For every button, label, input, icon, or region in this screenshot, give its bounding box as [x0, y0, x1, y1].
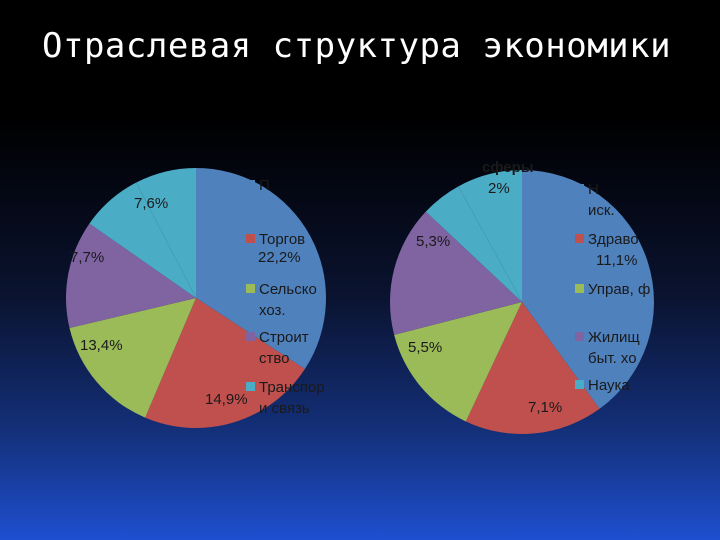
- pie2-slice-3: [394, 302, 522, 422]
- pie1-slice-1: [196, 168, 327, 370]
- pie1-data-label-2: 22,2%: [258, 249, 301, 266]
- pie1-legend-label-5: Транспор: [259, 379, 325, 396]
- pie2-title: сферы: [482, 159, 534, 176]
- pie1-legend-swatch-4: [246, 332, 255, 341]
- pie2-legend-swatch-4: [575, 332, 584, 341]
- pie1-slice-5: [89, 182, 196, 298]
- pie1-legend-label-3-line2: хоз.: [259, 302, 286, 319]
- pie1-legend-label-2: Торгов: [259, 231, 305, 248]
- pie2-data-label-2: 7,1%: [528, 399, 562, 416]
- pie1-legend-label-4-line2: ство: [259, 350, 290, 367]
- slide-title: Отраслевая структура экономики: [42, 26, 672, 66]
- pie2-slice-1: [522, 170, 655, 409]
- pie2-legend-label-3: Управ, ф: [588, 281, 650, 298]
- pie2-slice-2: [465, 302, 600, 435]
- pie2-legend-label-1: Н: [588, 181, 599, 198]
- pie2-data-label-4: 5,3%: [416, 233, 450, 250]
- pie2-legend-swatch-3: [575, 284, 584, 293]
- pie2-legend-label-4: Жилищ: [588, 329, 640, 346]
- pie1-data-label-3: 14,9%: [205, 391, 248, 408]
- pie2-legend-label-1-line2: иск.: [588, 202, 615, 219]
- pie1-legend-label-5-line2: и связь: [259, 400, 310, 417]
- pie2-legend-label-2-line2: 11,1%: [596, 252, 637, 269]
- pie1-slice-6: [136, 168, 196, 298]
- pie2-legend-label-5: Наука: [588, 377, 630, 394]
- pie2-legend-label-2: Здраво: [588, 231, 639, 248]
- pie1-legend-swatch-2: [246, 234, 255, 243]
- pie2-legend-swatch-5: [575, 380, 584, 389]
- pie1-data-label-4: 13,4%: [80, 337, 123, 354]
- pie1-slice-3: [69, 298, 196, 418]
- pie2-slice-4: [390, 211, 522, 335]
- pie1-legend-swatch-1: [246, 180, 255, 189]
- pie1-legend-swatch-5: [246, 382, 255, 391]
- pie2-slice-5: [425, 186, 522, 302]
- pie1-slice-2: [145, 298, 305, 429]
- pie2-legend-swatch-2: [575, 234, 584, 243]
- pie1-legend-label-4: Строит: [259, 329, 309, 346]
- pie1-slice-4: [66, 223, 197, 328]
- pie1-legend-label-1: П: [259, 177, 270, 194]
- pie2-slice-6: [458, 170, 522, 302]
- pie1-data-label-6: 7,6%: [134, 195, 168, 212]
- pie1-data-label-5: 7,7%: [70, 249, 104, 266]
- pie1-legend-label-3: Сельско: [259, 281, 317, 298]
- pie2-legend-label-4-line2: быт. хо: [588, 350, 637, 367]
- pie2-data-label-5: 2%: [488, 180, 510, 197]
- pie2-legend-swatch-1: [575, 184, 584, 193]
- pie2-data-label-3: 5,5%: [408, 339, 442, 356]
- pie-chart-1: 22,2% 14,9% 13,4% 7,7% 7,6% П Торгов Сельско хоз…: [66, 168, 327, 429]
- pie1-legend-swatch-3: [246, 284, 255, 293]
